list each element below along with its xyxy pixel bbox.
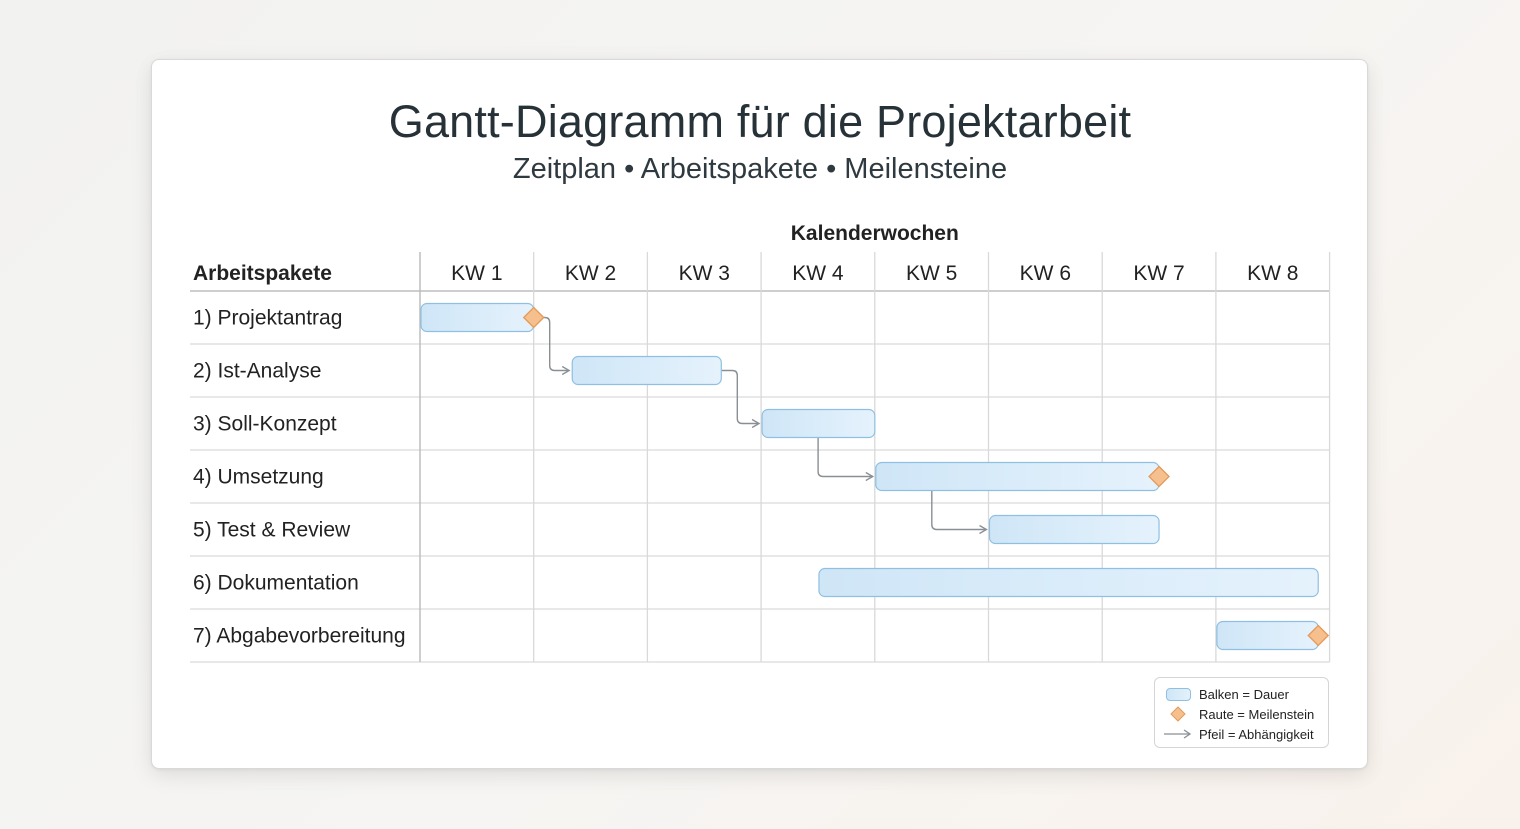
chart-card: [151, 59, 1368, 769]
task-bar: [761, 408, 876, 439]
legend-item-bar: Balken = Dauer: [1163, 685, 1289, 703]
legend-item-milestone: Raute = Meilenstein: [1163, 705, 1314, 723]
milestones: [522, 306, 1330, 647]
legend-bar-swatch: [1165, 687, 1191, 701]
week-tick-label: KW 1: [451, 262, 502, 285]
week-tick-label: KW 7: [1133, 262, 1184, 285]
task-bar: [875, 461, 1160, 492]
task-bar: [818, 567, 1319, 598]
milestone-diamond: [522, 306, 545, 329]
task-label: 4) Umsetzung: [193, 466, 324, 489]
task-label: 6) Dokumentation: [193, 572, 359, 595]
dependency-arrow: [721, 369, 761, 429]
task-bar: [1216, 620, 1319, 651]
legend-bar-label: Balken = Dauer: [1199, 686, 1289, 702]
task-label: 5) Test & Review: [193, 519, 351, 542]
task-label: 1) Projektantrag: [193, 307, 342, 330]
legend-dependency-label: Pfeil = Abhängigkeit: [1199, 726, 1314, 742]
task-label: 7) Abgabevorbereitung: [193, 625, 406, 648]
bars: [420, 302, 1319, 651]
dependencies: [533, 316, 988, 535]
week-tick-label: KW 6: [1020, 262, 1071, 285]
dependency-arrow: [817, 437, 875, 482]
task-bar: [988, 514, 1160, 545]
legend-diamond-icon: [1170, 706, 1186, 722]
week-tick-label: KW 4: [792, 262, 844, 285]
task-bar: [571, 355, 722, 386]
week-tick-label: KW 2: [565, 262, 616, 285]
chart-title: Gantt-Diagramm für die Projektarbeit: [388, 96, 1132, 147]
row-header-label: Arbeitspakete: [193, 262, 332, 285]
legend: Balken = Dauer Raute = Meilenstein Pfeil…: [1154, 677, 1329, 748]
milestone-diamond: [1307, 624, 1330, 647]
legend-milestone-label: Raute = Meilenstein: [1199, 706, 1315, 722]
week-tick-label: KW 8: [1247, 262, 1298, 285]
week-tick-label: KW 3: [679, 262, 730, 285]
task-label: 3) Soll-Konzept: [193, 413, 337, 436]
dependency-arrow: [931, 490, 988, 535]
grid: [190, 252, 1331, 663]
dependency-arrow: [533, 316, 571, 376]
milestone-diamond: [1148, 465, 1170, 488]
task-bar: [420, 302, 535, 333]
task-label: 2) Ist-Analyse: [193, 360, 321, 383]
column-group-label: Kalenderwochen: [791, 222, 959, 245]
legend-item-dependency: Pfeil = Abhängigkeit: [1163, 725, 1314, 743]
week-tick-label: KW 5: [906, 262, 957, 285]
chart-subtitle: Zeitplan • Arbeitspakete • Meilensteine: [512, 153, 1008, 185]
legend-arrow-icon: [1164, 729, 1192, 739]
